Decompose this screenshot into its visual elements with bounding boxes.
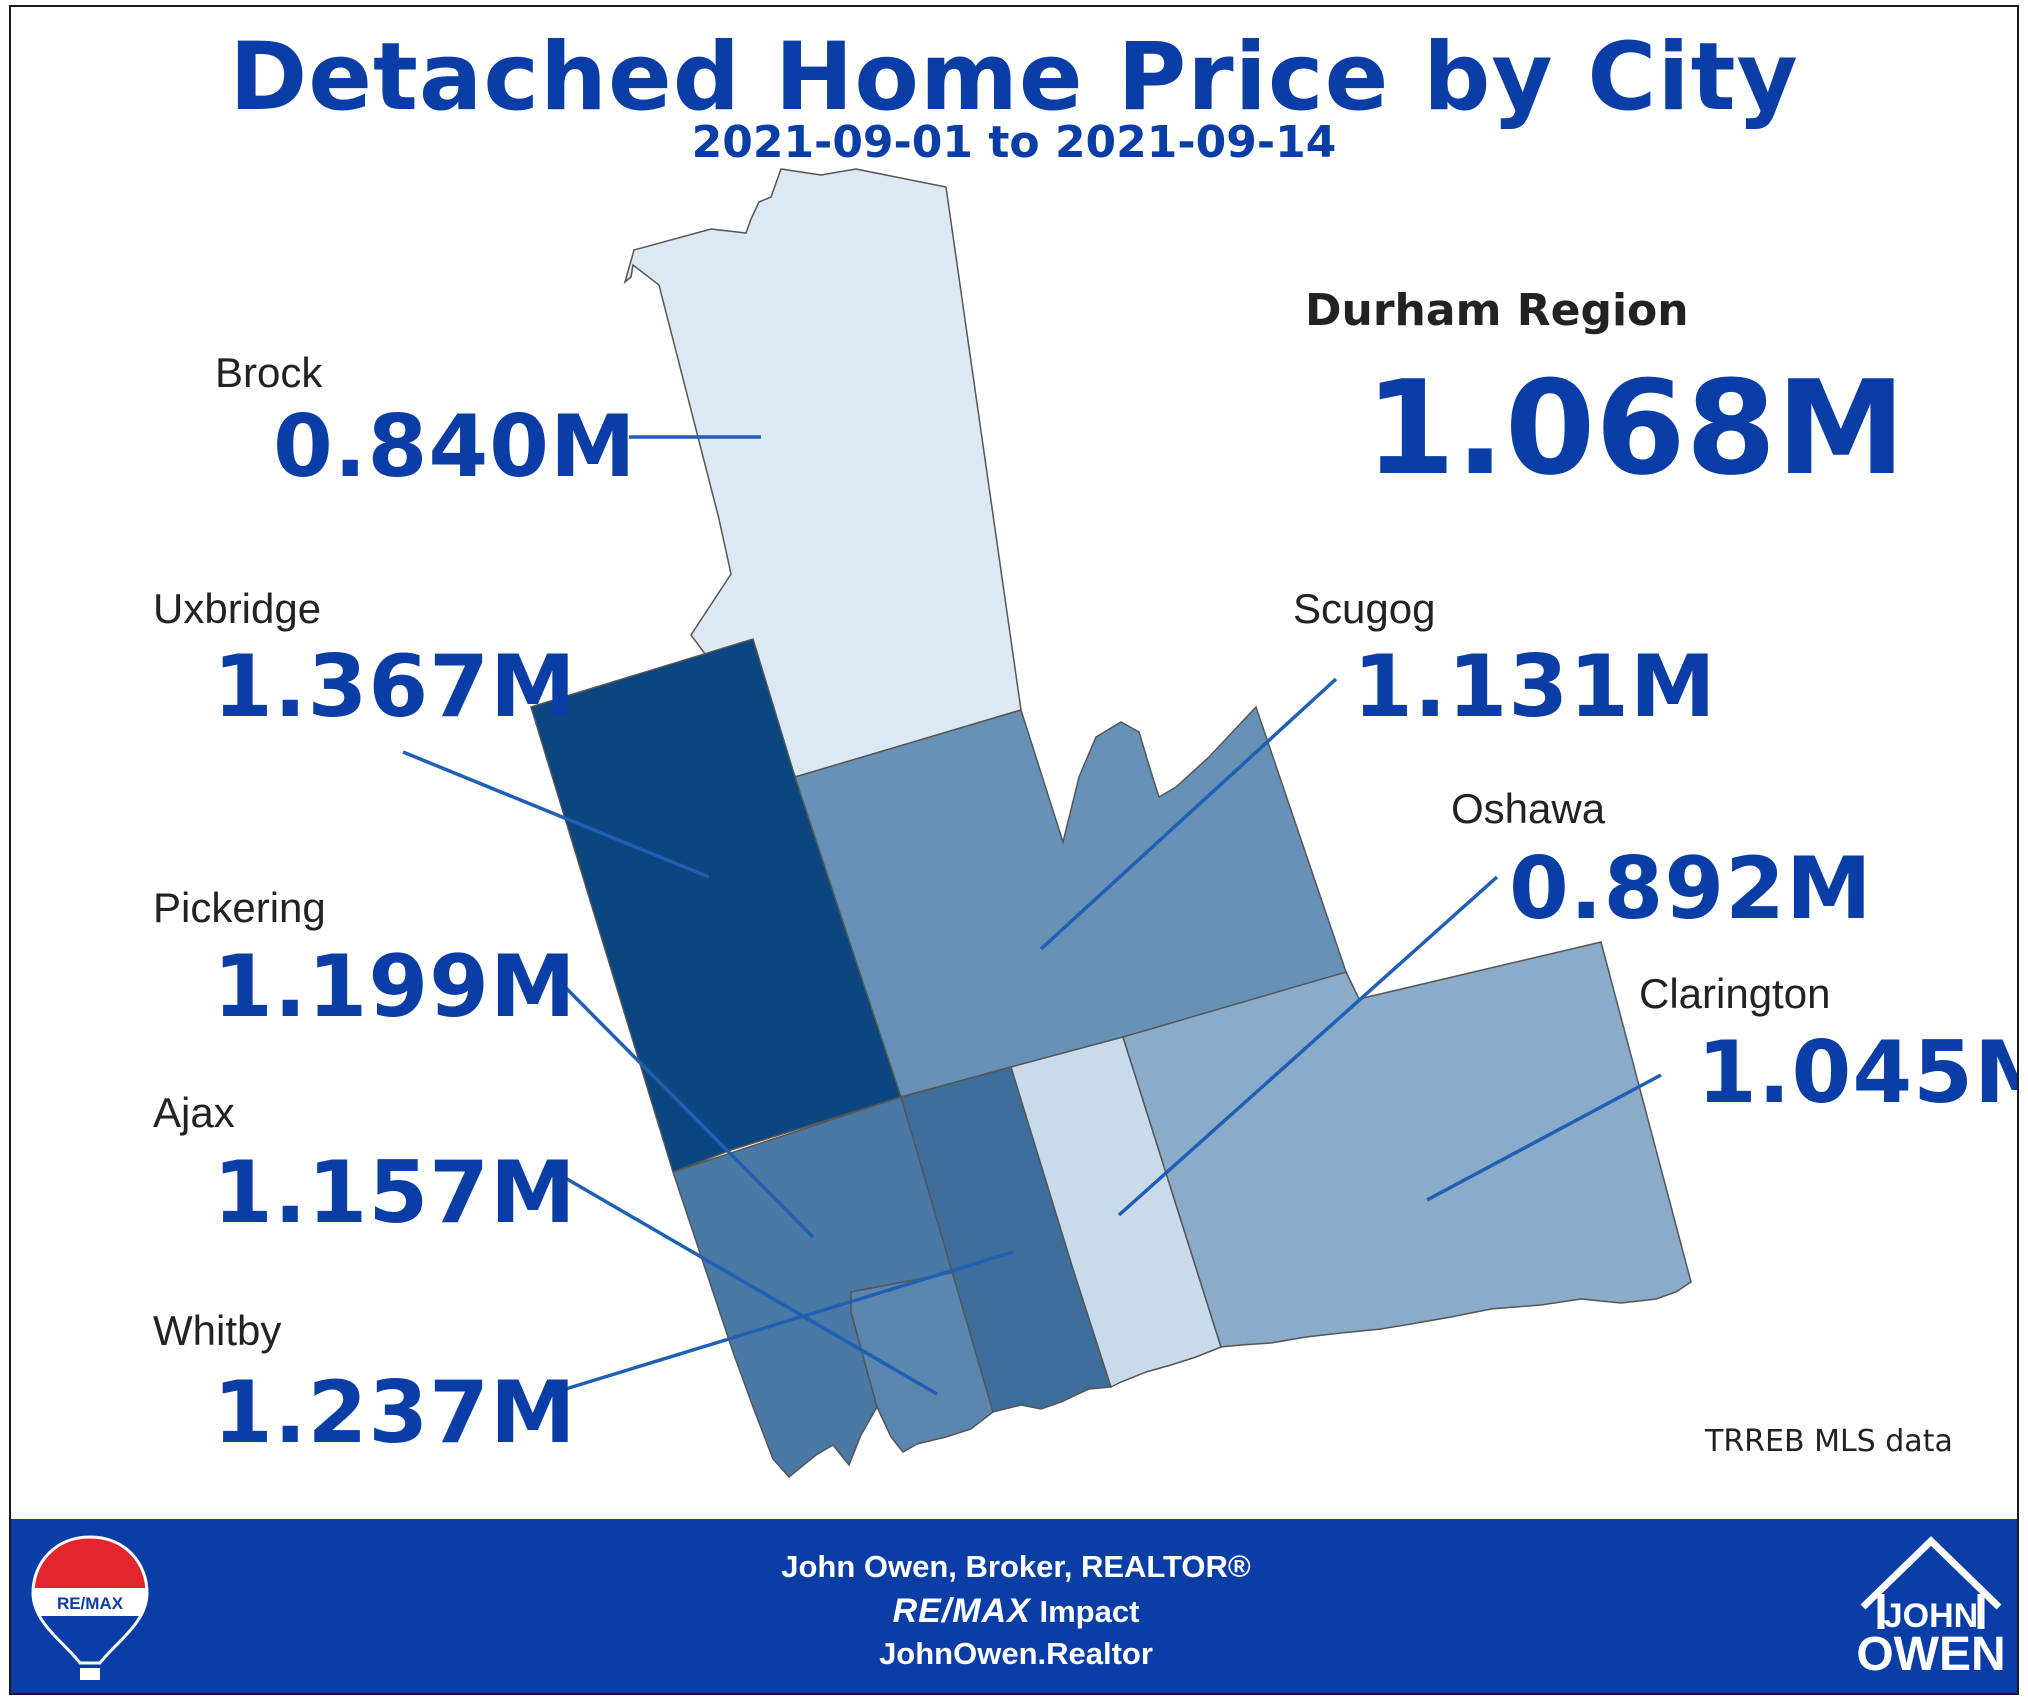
- city-name-brock: Brock: [215, 349, 323, 396]
- city-value-pickering: 1.199M: [213, 937, 577, 1037]
- page-title: Detached Home Price by City: [229, 23, 1799, 132]
- logo-word-owen: OWEN: [1856, 1628, 2006, 1681]
- city-value-whitby: 1.237M: [213, 1363, 577, 1463]
- leader-line-uxbridge: [402, 750, 710, 879]
- city-name-pickering: Pickering: [153, 884, 326, 931]
- leader-line-whitby: [558, 1250, 1014, 1393]
- city-name-oshawa: Oshawa: [1451, 785, 1606, 832]
- leader-line-pickering: [561, 983, 815, 1239]
- city-value-brock: 0.840M: [273, 397, 637, 497]
- leader-lines: [402, 435, 1662, 1396]
- leader-line-oshawa: [1117, 875, 1499, 1217]
- date-range-subtitle: 2021-09-01 to 2021-09-14: [691, 117, 1337, 168]
- footer-brokerage-office: Impact: [1039, 1594, 1140, 1629]
- remax-balloon-icon: RE/MAX: [31, 1535, 149, 1680]
- city-value-uxbridge: 1.367M: [213, 637, 577, 737]
- footer-brokerage-brand: RE/MAX: [892, 1592, 1031, 1630]
- infographic: Detached Home Price by City 2021-09-01 t…: [9, 5, 2019, 1695]
- footer-website: JohnOwen.Realtor: [879, 1636, 1153, 1671]
- city-name-clarington: Clarington: [1639, 970, 1831, 1017]
- region-brock: [623, 168, 1022, 778]
- city-name-uxbridge: Uxbridge: [153, 585, 322, 632]
- city-value-scugog: 1.131M: [1353, 637, 1717, 737]
- region-total-label: Durham Region: [1305, 285, 1689, 336]
- durham-region-map: [402, 168, 1692, 1479]
- balloon-label: RE/MAX: [57, 1594, 124, 1613]
- city-name-whitby: Whitby: [153, 1307, 282, 1354]
- footer-agent-name: John Owen, Broker, REALTOR®: [781, 1549, 1251, 1584]
- city-name-ajax: Ajax: [153, 1089, 235, 1136]
- region-clarington: [1122, 941, 1692, 1348]
- data-source-note: TRREB MLS data: [1705, 1424, 1953, 1459]
- leader-line-ajax: [566, 1177, 938, 1396]
- region-total-value: 1.068M: [1365, 352, 1906, 504]
- city-value-clarington: 1.045M: [1697, 1023, 2017, 1123]
- house-logo-icon: [1860, 1536, 2002, 1629]
- city-name-scugog: Scugog: [1293, 585, 1436, 632]
- footer-brokerage: RE/MAX Impact: [11, 1592, 2017, 1631]
- leader-line-scugog: [1039, 677, 1338, 951]
- logo-word-john: JOHN: [1883, 1597, 1979, 1635]
- city-value-oshawa: 0.892M: [1509, 839, 1873, 939]
- leader-line-clarington: [1426, 1073, 1662, 1202]
- footer-banner: RE/MAX John Owen, Broker, REALTOR® RE/MA…: [11, 1519, 2017, 1693]
- city-value-ajax: 1.157M: [213, 1143, 577, 1243]
